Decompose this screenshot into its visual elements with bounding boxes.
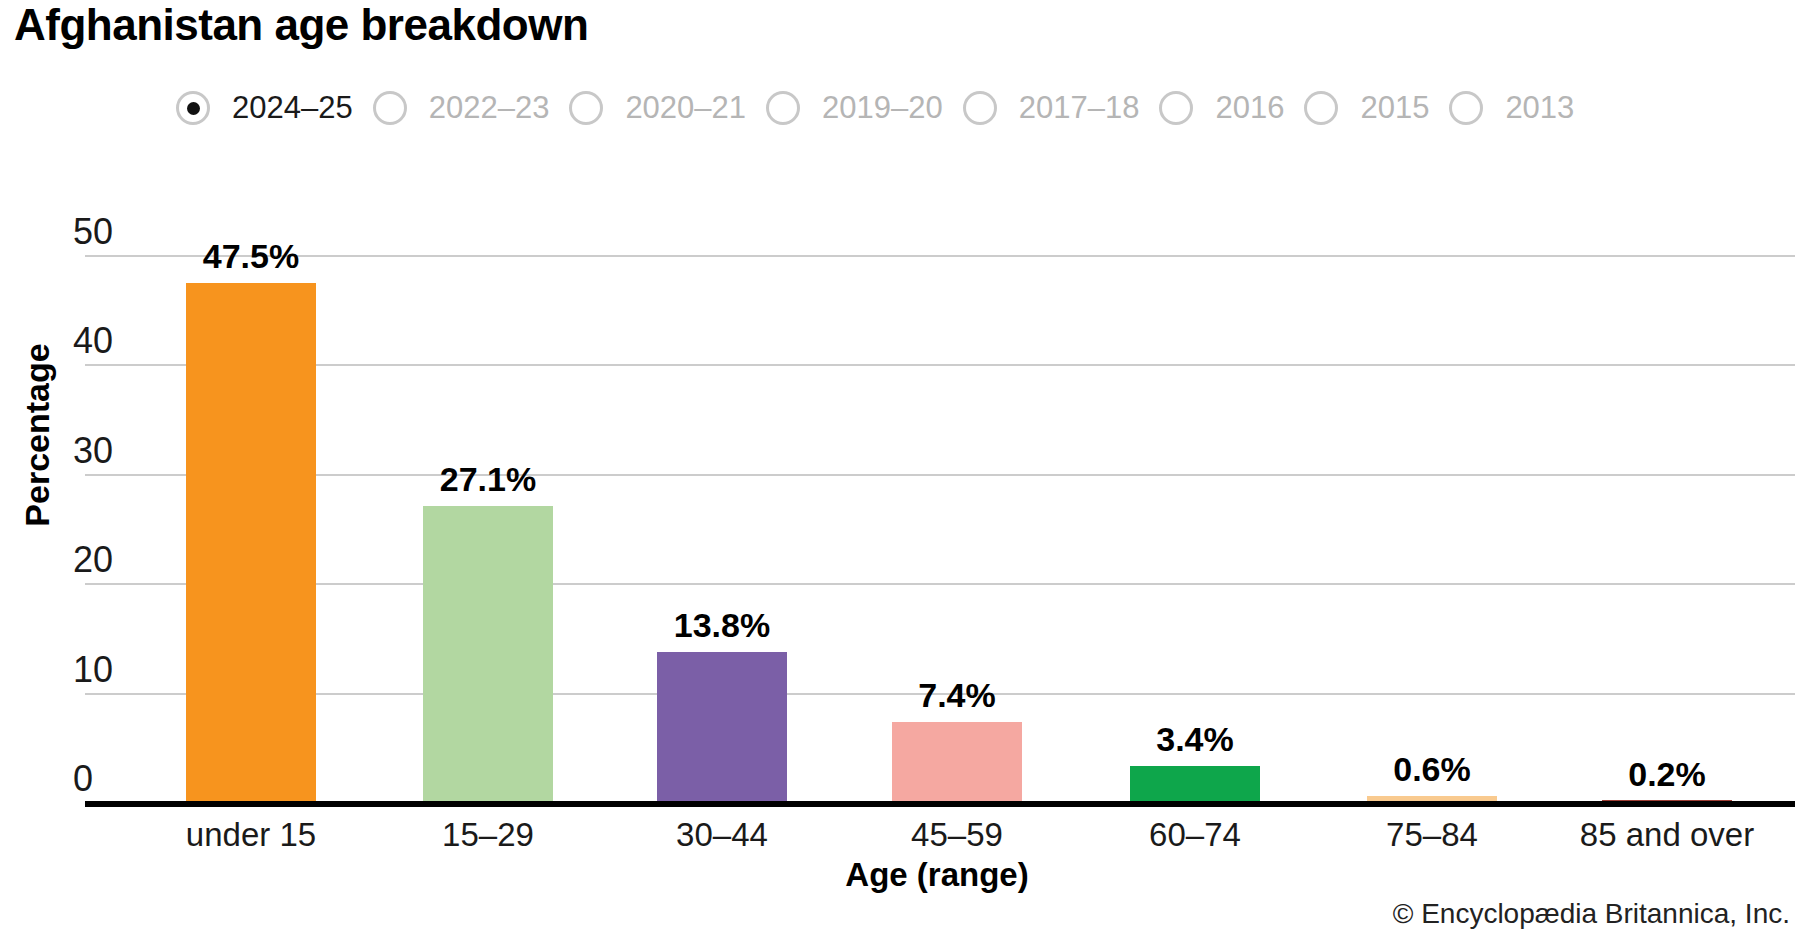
year-option-label[interactable]: 2016 — [1215, 90, 1284, 126]
radio-icon[interactable] — [1449, 91, 1483, 125]
year-option-label[interactable]: 2015 — [1360, 90, 1429, 126]
bar-45-59 — [892, 722, 1022, 803]
year-option-label[interactable]: 2020–21 — [625, 90, 746, 126]
year-option-2022-23[interactable]: 2022–23 — [373, 90, 550, 126]
y-tick-label: 30 — [73, 431, 113, 471]
gridline-40 — [85, 364, 1795, 366]
bar-value-label: 47.5% — [141, 237, 361, 275]
x-tick-label: 30–44 — [592, 816, 852, 854]
radio-icon[interactable] — [373, 91, 407, 125]
radio-selected-icon[interactable] — [176, 91, 210, 125]
x-tick-label: 60–74 — [1065, 816, 1325, 854]
x-tick-label: 85 and over — [1537, 816, 1797, 854]
gridline-20 — [85, 583, 1795, 585]
year-option-2020-21[interactable]: 2020–21 — [569, 90, 746, 126]
y-axis-title: Percentage — [18, 285, 58, 585]
y-tick-label: 10 — [73, 650, 113, 690]
bar-under-15 — [186, 283, 316, 803]
year-option-label[interactable]: 2022–23 — [429, 90, 550, 126]
bar-value-label: 27.1% — [378, 460, 598, 498]
copyright-notice: © Encyclopædia Britannica, Inc. — [1393, 898, 1790, 930]
y-tick-label: 20 — [73, 540, 113, 580]
bar-30-44 — [657, 652, 787, 803]
bar-15-29 — [423, 506, 553, 803]
year-option-2024-25[interactable]: 2024–25 — [176, 90, 353, 126]
radio-icon[interactable] — [569, 91, 603, 125]
y-tick-label: 50 — [73, 212, 113, 252]
year-selector: 2024–25 2022–23 2020–21 2019–20 2017–18 2016 2… — [176, 86, 1574, 130]
radio-icon[interactable] — [1159, 91, 1193, 125]
bar-value-label: 0.2% — [1557, 755, 1777, 793]
radio-icon[interactable] — [963, 91, 997, 125]
year-option-2019-20[interactable]: 2019–20 — [766, 90, 943, 126]
radio-icon[interactable] — [766, 91, 800, 125]
bar-value-label: 7.4% — [847, 676, 1067, 714]
bar-value-label: 0.6% — [1322, 750, 1542, 788]
year-option-2013[interactable]: 2013 — [1449, 90, 1574, 126]
x-tick-label: 75–84 — [1302, 816, 1562, 854]
x-tick-label: 15–29 — [358, 816, 618, 854]
chart-page: Afghanistan age breakdown 2024–25 2022–23… — [0, 0, 1800, 950]
year-option-label[interactable]: 2024–25 — [232, 90, 353, 126]
x-tick-label: 45–59 — [827, 816, 1087, 854]
bar-60-74 — [1130, 766, 1260, 803]
bar-value-label: 13.8% — [612, 606, 832, 644]
radio-icon[interactable] — [1304, 91, 1338, 125]
year-option-label[interactable]: 2013 — [1505, 90, 1574, 126]
y-tick-label: 40 — [73, 321, 113, 361]
x-axis-line — [85, 801, 1795, 807]
year-option-2016[interactable]: 2016 — [1159, 90, 1284, 126]
bar-value-label: 3.4% — [1085, 720, 1305, 758]
radio-dot — [187, 102, 200, 115]
year-option-2015[interactable]: 2015 — [1304, 90, 1429, 126]
page-title: Afghanistan age breakdown — [14, 0, 588, 50]
year-option-2017-18[interactable]: 2017–18 — [963, 90, 1140, 126]
year-option-label[interactable]: 2019–20 — [822, 90, 943, 126]
year-option-label[interactable]: 2017–18 — [1019, 90, 1140, 126]
y-tick-label: 0 — [73, 759, 93, 799]
x-tick-label: under 15 — [121, 816, 381, 854]
gridline-30 — [85, 474, 1795, 476]
x-axis-title: Age (range) — [737, 856, 1137, 894]
